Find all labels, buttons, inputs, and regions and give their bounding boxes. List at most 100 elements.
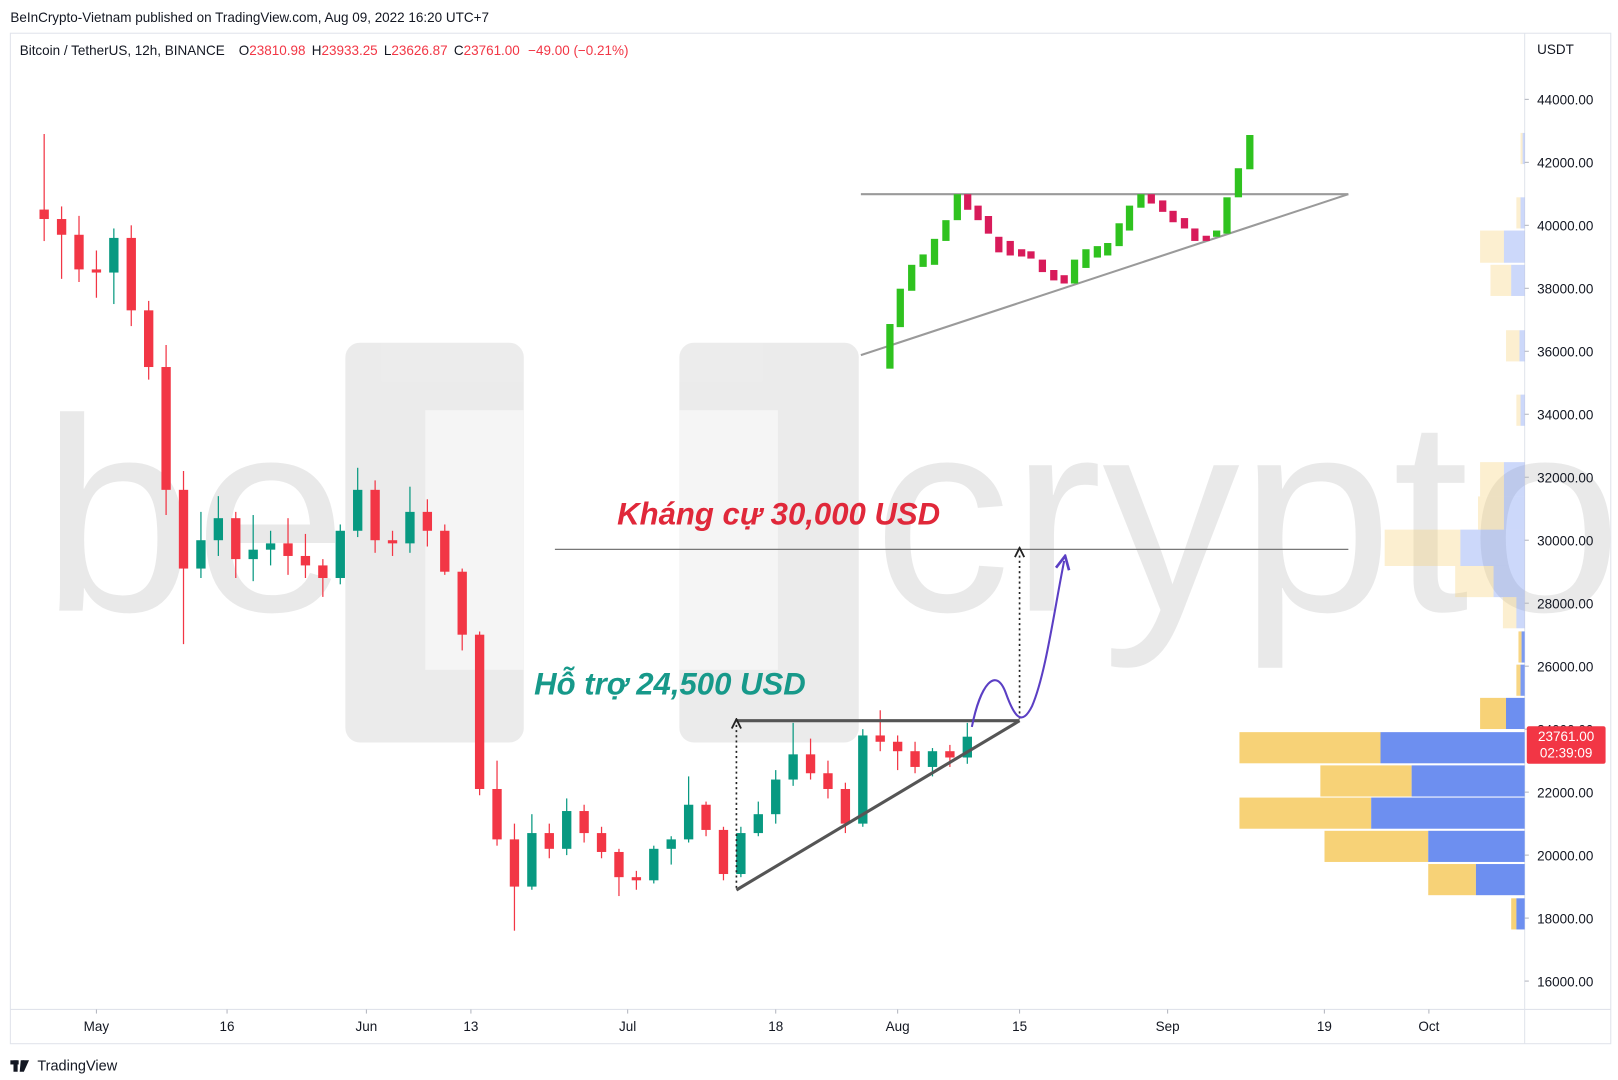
volume-bar: [1511, 264, 1525, 296]
candle-body: [753, 814, 763, 834]
sketch-candle: [1050, 270, 1058, 281]
candle-body: [370, 489, 380, 541]
volume-bar: [1520, 394, 1525, 426]
x-tick-label: 18: [768, 1019, 783, 1034]
sketch-candle: [1202, 235, 1210, 241]
candle-body: [544, 833, 554, 849]
candle-body: [840, 788, 851, 824]
volume-bar: [1239, 797, 1372, 829]
volume-bar: [1516, 664, 1521, 696]
candle-body: [335, 530, 345, 579]
sketch-candle: [942, 220, 950, 241]
candle-body: [683, 804, 694, 840]
footer: TradingView: [37, 1059, 117, 1075]
sketch-candle: [930, 238, 939, 265]
sketch-candle: [995, 236, 1003, 253]
candle-body: [736, 833, 746, 875]
candle-body: [509, 839, 520, 887]
sketch-candle: [1038, 259, 1047, 273]
candle-body: [718, 829, 729, 875]
volume-bar: [1522, 132, 1525, 165]
candle-body: [562, 811, 572, 849]
volume-bar: [1428, 864, 1476, 896]
candle-body: [457, 571, 467, 635]
candle-body: [213, 518, 224, 541]
sketch-candle: [1137, 194, 1145, 208]
sketch-candle: [1060, 275, 1068, 284]
sketch-candle: [1169, 210, 1177, 223]
volume-bar: [1503, 462, 1525, 497]
candle-body: [144, 310, 154, 368]
y-tick-label: 32000.00: [1537, 470, 1593, 485]
sketch-candle: [1223, 197, 1231, 234]
candle-body: [823, 773, 833, 789]
volume-bar: [1380, 732, 1525, 764]
sketch-candle: [964, 194, 972, 210]
price-tag-box: [1526, 726, 1606, 764]
candle-body: [161, 367, 171, 490]
volume-bar: [1516, 197, 1521, 229]
y-tick-label: 20000.00: [1537, 848, 1593, 863]
sketch-candle: [919, 254, 927, 267]
y-tick-label: 36000.00: [1537, 344, 1593, 359]
candle-body: [945, 751, 955, 758]
candle-body: [56, 219, 67, 235]
candle-body: [196, 540, 206, 569]
sketch-candle: [1246, 135, 1254, 170]
drawings: [554, 135, 1349, 892]
sketch-candle: [1159, 200, 1167, 212]
sketch-candle: [1027, 251, 1035, 259]
candle-body: [579, 811, 589, 834]
volume-bar: [1324, 830, 1429, 862]
x-tick-label: Sep: [1156, 1019, 1180, 1034]
candle-body: [178, 489, 189, 569]
volume-bar: [1475, 864, 1525, 896]
candle-body: [927, 751, 938, 767]
legend-label: O: [239, 43, 249, 58]
volume-bar: [1519, 330, 1525, 362]
candle-body: [474, 634, 485, 789]
volume-bar: [1411, 765, 1525, 797]
candle-body: [91, 269, 102, 273]
y-tick-label: 44000.00: [1537, 93, 1593, 108]
sketch-candle: [1125, 205, 1134, 231]
price-tag-countdown: 02:39:09: [1540, 745, 1592, 760]
volume-bar: [1480, 697, 1507, 730]
x-tick-label: Jul: [619, 1019, 636, 1034]
sketch-candle: [908, 264, 916, 291]
x-tick-label: Jun: [356, 1019, 378, 1034]
volume-bar: [1490, 264, 1512, 296]
sketch-candle: [1070, 259, 1079, 284]
candle-body: [614, 851, 624, 878]
forecast-path: [970, 561, 1064, 728]
candle-body: [771, 779, 781, 815]
header: BeInCrypto-Vietnam published on TradingV…: [10, 10, 489, 25]
y-tick-label: 26000.00: [1537, 659, 1593, 674]
volume-bar: [1480, 462, 1504, 497]
price-tag-price: 23761.00: [1538, 729, 1594, 744]
volume-bar: [1516, 597, 1525, 629]
pattern-line: [860, 193, 1349, 357]
candle-body: [805, 754, 816, 774]
volume-bar: [1516, 898, 1525, 930]
axes: 16000.0018000.0020000.0022000.0024000.00…: [84, 93, 1606, 1034]
y-tick-label: 40000.00: [1537, 219, 1593, 234]
sketch-candle: [896, 288, 904, 328]
legend-label: C: [454, 43, 464, 58]
chart-root: be crypto USDT BeInCrypto-Vietnam publis…: [9, 10, 1618, 1075]
volume-bar: [1239, 732, 1381, 764]
volume-bar: [1478, 496, 1504, 530]
sketch-candle: [1018, 249, 1026, 257]
volume-bar: [1518, 631, 1522, 663]
volume-bar: [1320, 765, 1412, 797]
sketch-candle: [1234, 168, 1243, 198]
candle-body: [596, 833, 607, 852]
sketch-candle: [1104, 243, 1112, 256]
candle-body: [231, 518, 241, 560]
volume-bar: [1520, 664, 1525, 696]
candle-body: [788, 754, 798, 780]
legend-label: H: [312, 43, 322, 58]
logo-part: [13, 1060, 18, 1072]
watermark-block: [679, 410, 778, 670]
sketch-candle: [1082, 249, 1090, 268]
